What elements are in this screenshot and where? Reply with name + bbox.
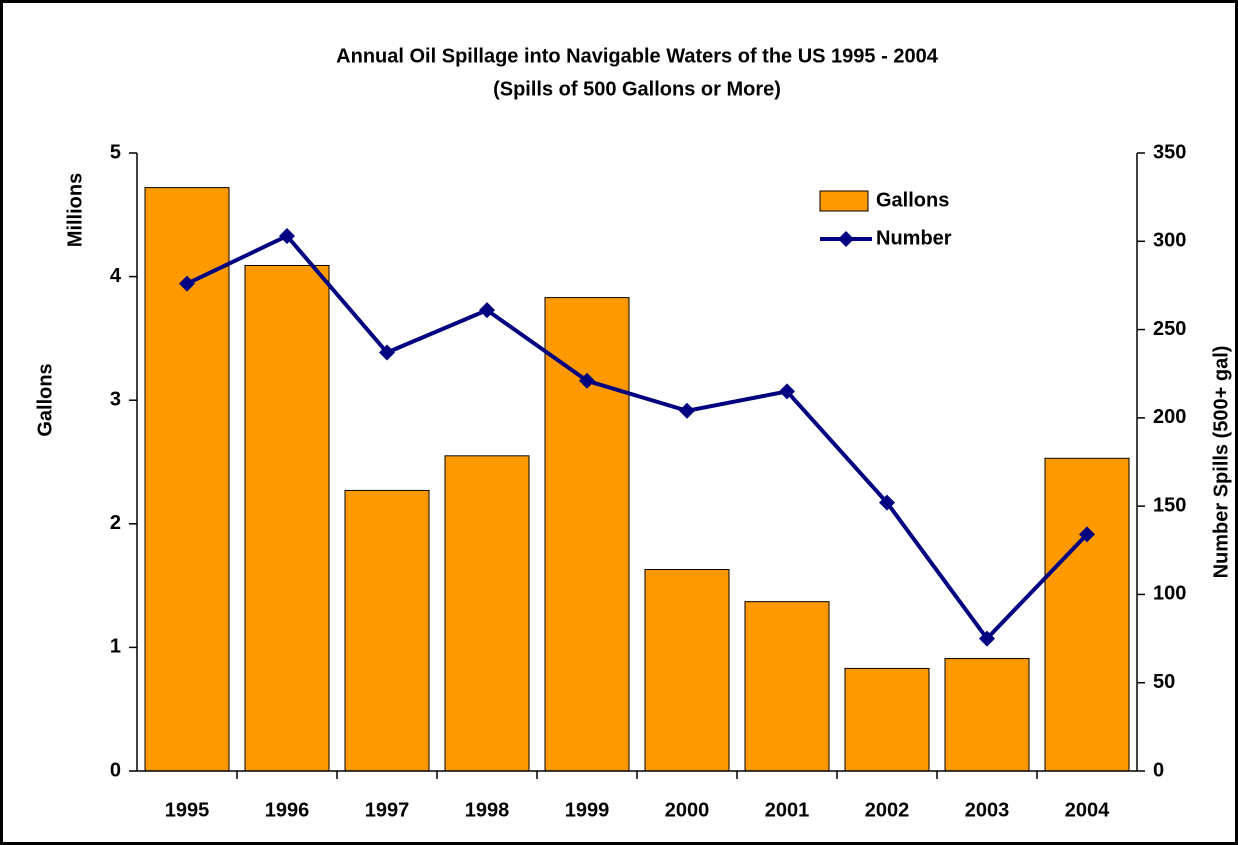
y-axis-title: Gallons	[34, 363, 56, 436]
y2-tick-label: 50	[1153, 671, 1175, 693]
x-tick-label: 2002	[865, 799, 910, 821]
marker	[279, 227, 295, 244]
marker	[879, 494, 895, 511]
y-tick-label: 1	[110, 636, 121, 658]
y-tick-label: 5	[110, 141, 121, 163]
bar	[544, 297, 630, 772]
y-axis-unit: Millions	[64, 173, 86, 247]
x-tick-label: 2001	[765, 799, 810, 821]
y2-axis-title: Number Spills (500+ gal)	[1210, 346, 1232, 579]
x-tick-label: 1995	[165, 799, 210, 821]
bar	[844, 667, 930, 772]
marker	[379, 344, 395, 361]
legend-label: Number	[876, 227, 952, 249]
y-tick-label: 3	[110, 388, 121, 410]
x-tick-label: 2004	[1065, 799, 1110, 821]
bar	[144, 187, 230, 772]
bar	[644, 569, 730, 772]
y2-tick-label: 150	[1153, 494, 1186, 516]
legend-label: Gallons	[876, 189, 949, 211]
y2-tick-label: 250	[1153, 318, 1186, 340]
bar	[1044, 457, 1130, 772]
line	[186, 233, 1089, 642]
marker	[479, 302, 495, 319]
y2-tick-label: 350	[1153, 141, 1186, 163]
bar	[244, 264, 330, 772]
chart-subtitle: (Spills of 500 Gallons or More)	[493, 78, 781, 100]
x-tick-label: 1997	[365, 799, 410, 821]
legend-swatch	[819, 190, 869, 212]
marker	[679, 402, 695, 419]
y-tick-label: 4	[110, 265, 122, 287]
y2-tick-label: 200	[1153, 406, 1186, 428]
bar	[344, 489, 430, 772]
x-tick-label: 2000	[665, 799, 710, 821]
x-tick-label: 1998	[465, 799, 510, 821]
marker	[179, 275, 195, 292]
y2-tick-label: 300	[1153, 230, 1186, 252]
x-tick-label: 1999	[565, 799, 610, 821]
marker	[1079, 526, 1095, 543]
y-tick-label: 0	[110, 759, 121, 781]
marker	[979, 630, 995, 647]
y2-tick-label: 0	[1153, 759, 1164, 781]
bar	[944, 658, 1030, 772]
bar	[444, 455, 530, 772]
chart-title: Annual Oil Spillage into Navigable Water…	[336, 45, 939, 67]
x-tick-label: 1996	[265, 799, 310, 821]
y-tick-label: 2	[110, 512, 121, 534]
x-tick-label: 2003	[965, 799, 1010, 821]
marker	[579, 372, 595, 389]
y2-tick-label: 100	[1153, 583, 1186, 605]
marker	[779, 383, 795, 400]
legend-marker	[838, 231, 854, 247]
bar	[744, 601, 830, 772]
